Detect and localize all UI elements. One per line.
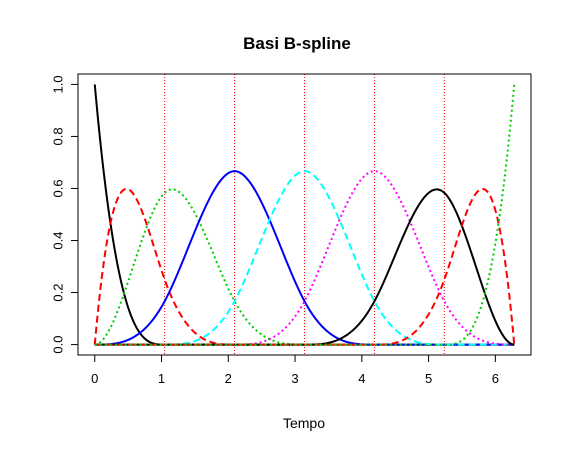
basis-curve-4 xyxy=(94,170,515,346)
x-tick-label-1: 1 xyxy=(158,371,165,386)
y-tick-label-0: 0.0 xyxy=(50,336,65,354)
x-tick-label-6: 6 xyxy=(492,371,499,386)
y-tick-label-2: 0.4 xyxy=(50,231,65,249)
x-tick-label-0: 0 xyxy=(91,371,98,386)
knot-lines xyxy=(164,74,445,355)
y-axis: 0.0 0.2 0.4 0.6 0.8 1.0 xyxy=(50,75,79,354)
x-axis: 0 1 2 3 4 5 6 xyxy=(91,354,499,386)
x-axis-label: Tempo xyxy=(283,415,325,431)
y-tick-label-4: 0.8 xyxy=(50,127,65,145)
x-tick-label-5: 5 xyxy=(425,371,432,386)
x-tick-label-2: 2 xyxy=(225,371,232,386)
y-tick-label-5: 1.0 xyxy=(50,75,65,93)
basis-curve-8 xyxy=(94,187,516,346)
series-layer xyxy=(93,84,516,346)
chart-title: Basi B-spline xyxy=(243,34,351,53)
x-tick-label-3: 3 xyxy=(291,371,298,386)
y-tick-label-3: 0.6 xyxy=(50,179,65,197)
x-tick-label-4: 4 xyxy=(358,371,365,386)
y-tick-label-1: 0.2 xyxy=(50,284,65,302)
